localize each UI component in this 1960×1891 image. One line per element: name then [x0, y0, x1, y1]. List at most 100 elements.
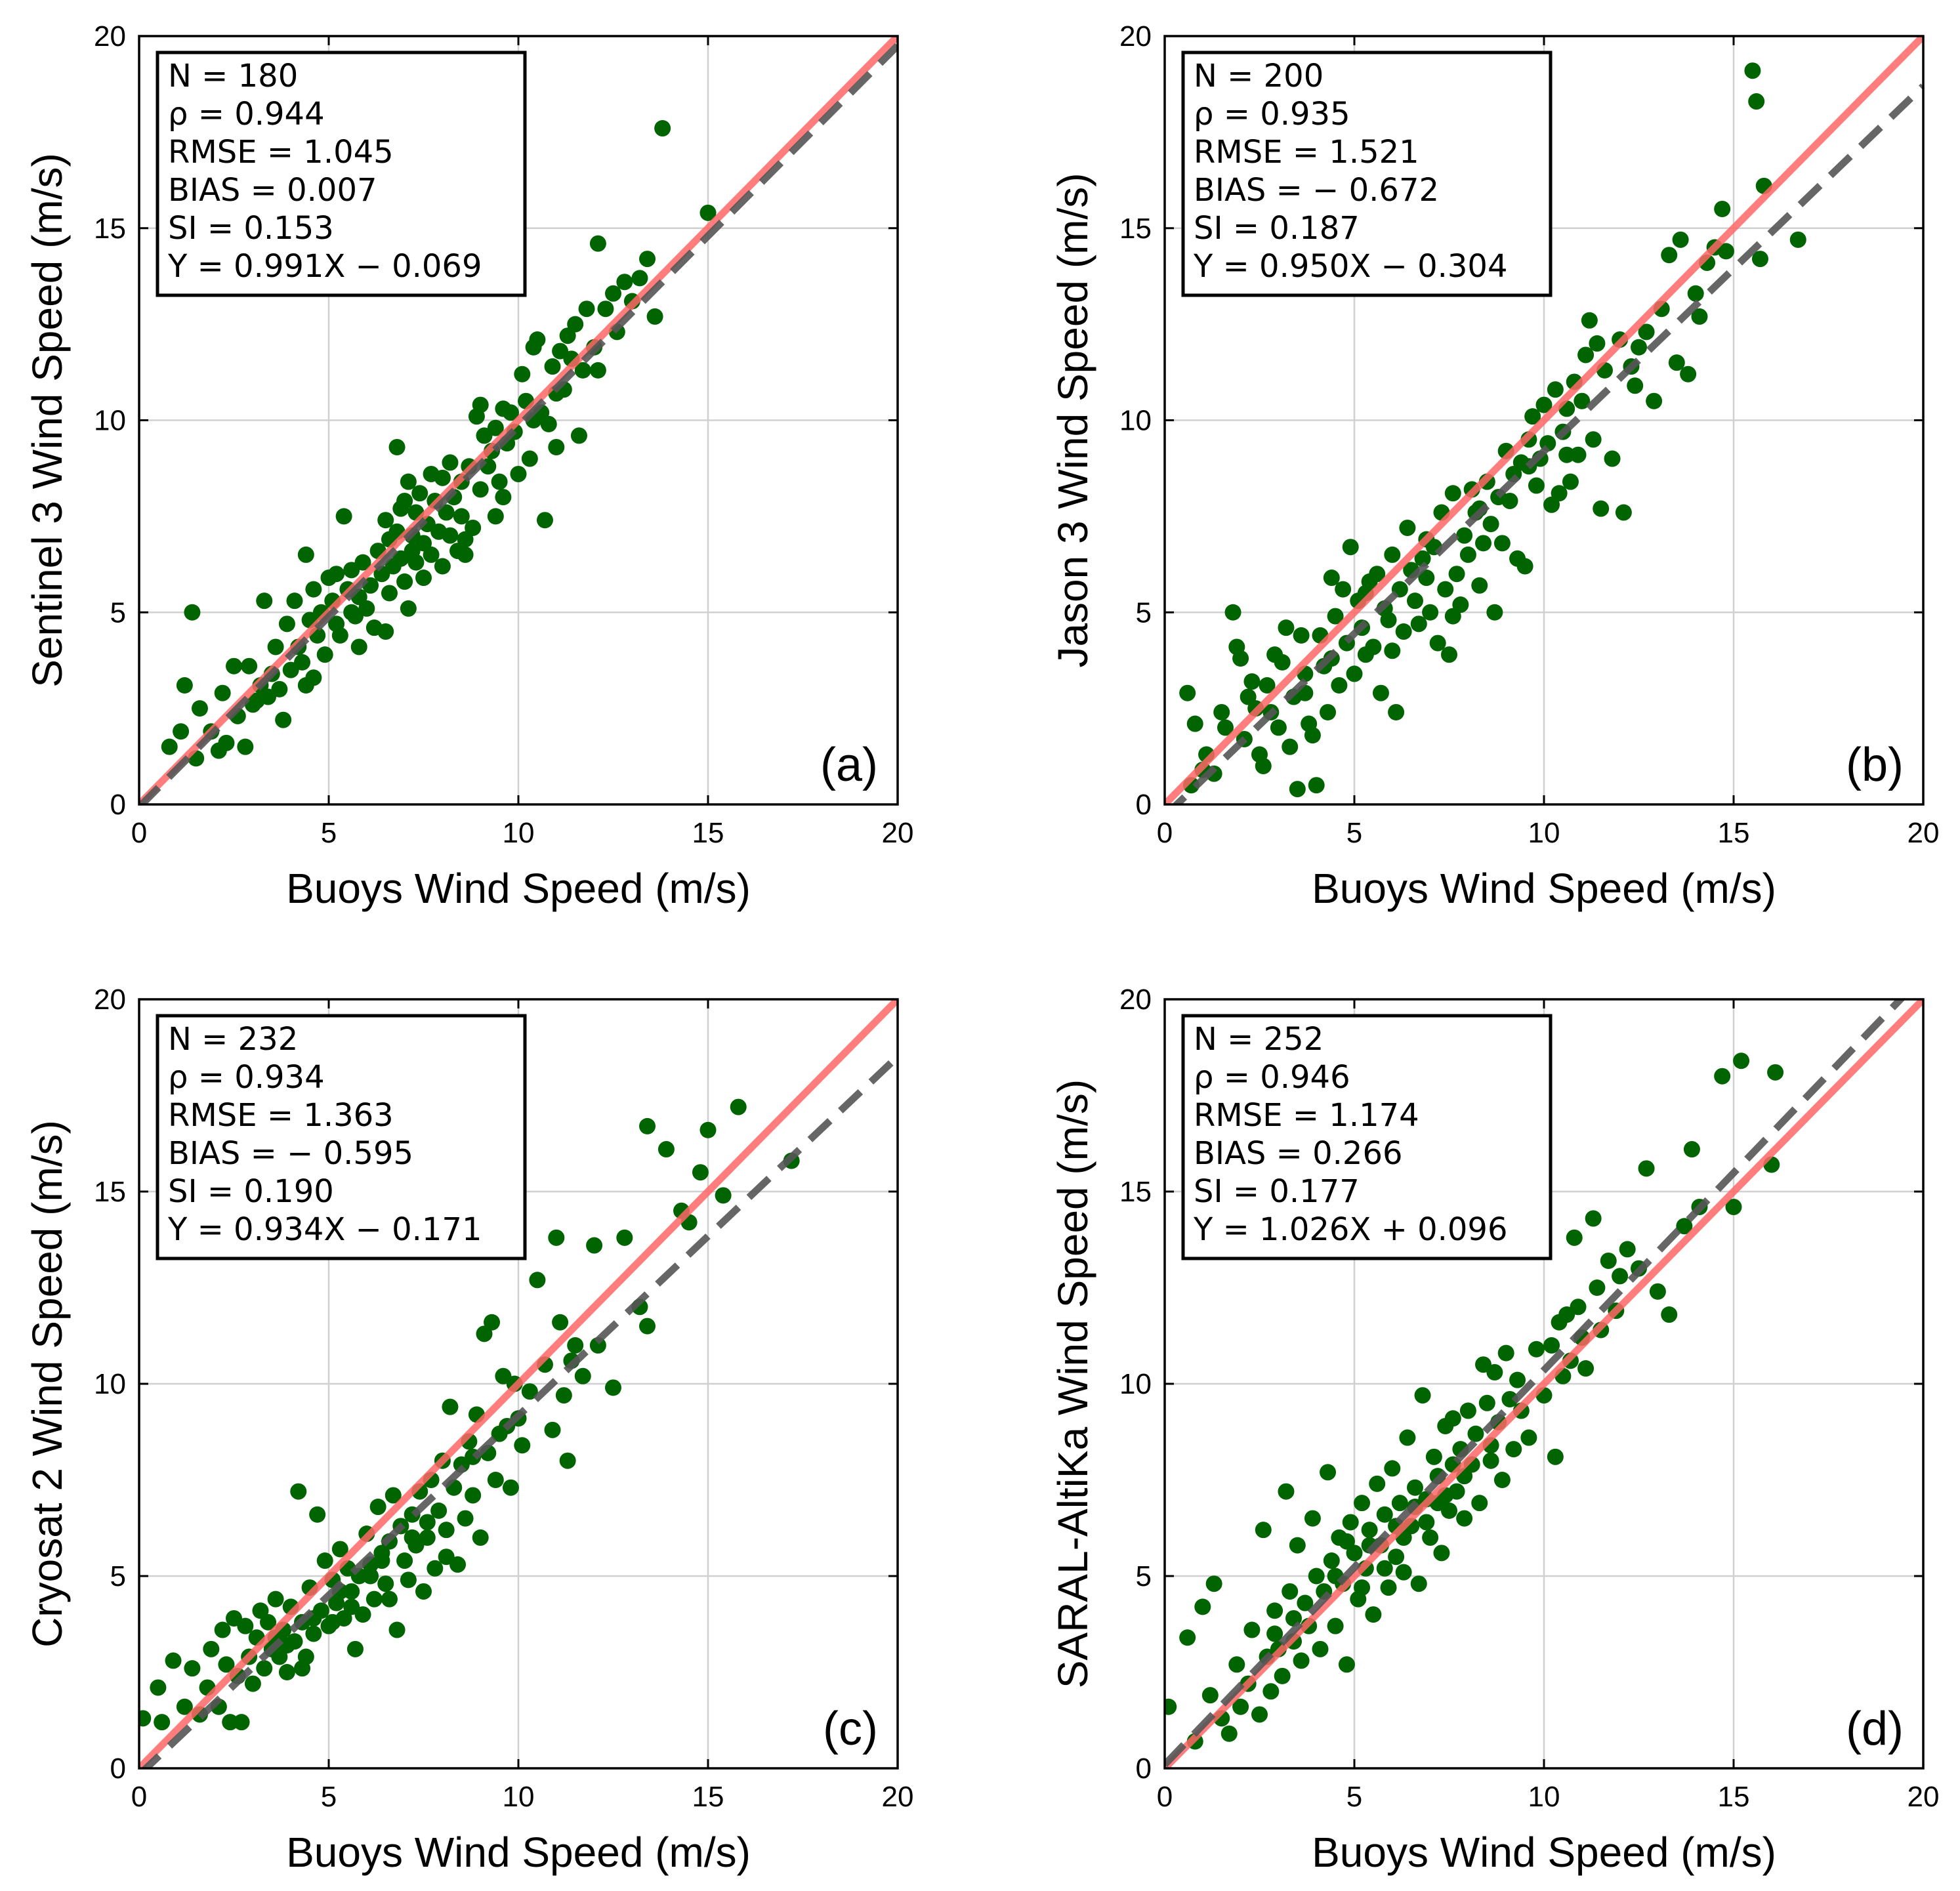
- data-point: [1414, 550, 1431, 567]
- data-point: [1577, 346, 1595, 364]
- data-point: [457, 1510, 474, 1527]
- data-point: [1444, 1410, 1461, 1427]
- data-point: [256, 592, 273, 610]
- data-point: [605, 1379, 621, 1396]
- data-point: [574, 362, 591, 379]
- stats-line: N = 200: [1194, 58, 1324, 94]
- data-point: [589, 235, 606, 252]
- stats-line: RMSE = 1.045: [168, 134, 394, 171]
- data-point: [442, 454, 459, 471]
- data-point: [1255, 1522, 1272, 1539]
- data-point: [1668, 354, 1685, 371]
- data-point: [1289, 781, 1306, 798]
- data-point: [1725, 1198, 1742, 1215]
- data-point: [396, 1552, 413, 1569]
- data-point: [1486, 604, 1503, 621]
- stats-line: N = 232: [168, 1021, 298, 1058]
- stats-line: N = 180: [168, 58, 298, 94]
- data-point: [654, 120, 671, 137]
- fit-line: [1165, 999, 1906, 1768]
- x-tick-label: 15: [692, 817, 724, 849]
- data-point: [657, 1141, 675, 1158]
- y-tick-label: 5: [110, 596, 126, 629]
- panel-label: (b): [1846, 739, 1904, 791]
- y-tick-label: 10: [1119, 405, 1152, 437]
- data-point: [1232, 1698, 1249, 1715]
- data-point: [419, 1529, 436, 1546]
- stats-line: Y = 0.991X − 0.069: [167, 248, 482, 285]
- data-point: [1570, 1299, 1587, 1316]
- data-point: [1335, 581, 1352, 598]
- data-point: [1429, 634, 1446, 652]
- x-tick-label: 20: [1908, 1781, 1940, 1813]
- data-point: [1270, 719, 1287, 736]
- data-point: [161, 738, 178, 755]
- data-point: [297, 546, 314, 563]
- data-point: [1524, 408, 1541, 425]
- data-point: [1459, 1402, 1476, 1419]
- data-point: [392, 500, 409, 517]
- data-point: [1422, 604, 1439, 621]
- stats-line: Y = 0.950X − 0.304: [1193, 248, 1508, 285]
- data-point: [639, 1117, 656, 1134]
- stats-line: BIAS = 0.266: [1194, 1135, 1403, 1172]
- data-point: [275, 711, 292, 728]
- stats-line: Y = 0.934X − 0.171: [167, 1211, 482, 1248]
- x-tick-label: 5: [1346, 1781, 1362, 1813]
- y-tick-label: 0: [110, 789, 126, 821]
- data-point: [1748, 93, 1765, 110]
- data-point: [165, 1652, 182, 1669]
- data-point: [294, 1660, 311, 1677]
- data-point: [438, 1548, 455, 1566]
- data-point: [1391, 1495, 1408, 1512]
- data-point: [1562, 473, 1579, 490]
- data-point: [639, 251, 656, 268]
- stats-line: ρ = 0.944: [168, 96, 325, 133]
- data-point: [400, 473, 417, 490]
- x-tick-label: 15: [1718, 1781, 1750, 1813]
- data-point: [502, 404, 519, 421]
- plot-area: [139, 999, 898, 1768]
- y-axis-label: Jason 3 Wind Speed (m/s): [1049, 173, 1096, 667]
- data-point: [555, 1387, 572, 1404]
- data-point: [1342, 539, 1359, 556]
- data-point: [1535, 396, 1553, 413]
- x-tick-label: 20: [882, 1781, 914, 1813]
- data-point: [1444, 485, 1461, 502]
- data-point: [1342, 1514, 1359, 1531]
- x-axis-label: Buoys Wind Speed (m/s): [1312, 1829, 1776, 1876]
- stats-line: SI = 0.177: [1194, 1173, 1360, 1210]
- data-point: [1365, 638, 1382, 655]
- data-point: [400, 1571, 417, 1589]
- stats-box: [156, 1014, 527, 1260]
- x-tick-label: 0: [1157, 1781, 1173, 1813]
- data-point: [377, 512, 394, 529]
- data-point: [491, 473, 508, 490]
- data-point: [529, 1272, 546, 1289]
- panel-label: (d): [1846, 1703, 1904, 1755]
- data-point: [226, 657, 242, 675]
- data-point: [1585, 431, 1602, 448]
- x-tick-label: 0: [131, 1781, 147, 1813]
- y-tick-label: 20: [1119, 20, 1152, 52]
- stats-line: N = 252: [1194, 1021, 1324, 1058]
- data-point: [350, 638, 367, 655]
- data-point: [1372, 684, 1389, 701]
- x-axis-label: Buoys Wind Speed (m/s): [1312, 865, 1776, 912]
- data-point: [343, 604, 360, 621]
- data-point: [1612, 1268, 1629, 1285]
- data-point: [1497, 1344, 1514, 1361]
- data-point: [616, 274, 633, 291]
- x-tick-label: 15: [692, 1781, 724, 1813]
- data-point: [1297, 1594, 1314, 1611]
- stats-line: SI = 0.153: [168, 210, 334, 247]
- data-point: [1278, 1483, 1295, 1500]
- data-point: [1274, 1667, 1291, 1684]
- data-point: [1581, 312, 1598, 329]
- data-point: [381, 1590, 398, 1608]
- data-point: [730, 1098, 747, 1115]
- data-point: [1691, 308, 1708, 325]
- data-point: [586, 1237, 603, 1254]
- x-tick-label: 15: [1718, 817, 1750, 849]
- data-point: [1278, 619, 1295, 636]
